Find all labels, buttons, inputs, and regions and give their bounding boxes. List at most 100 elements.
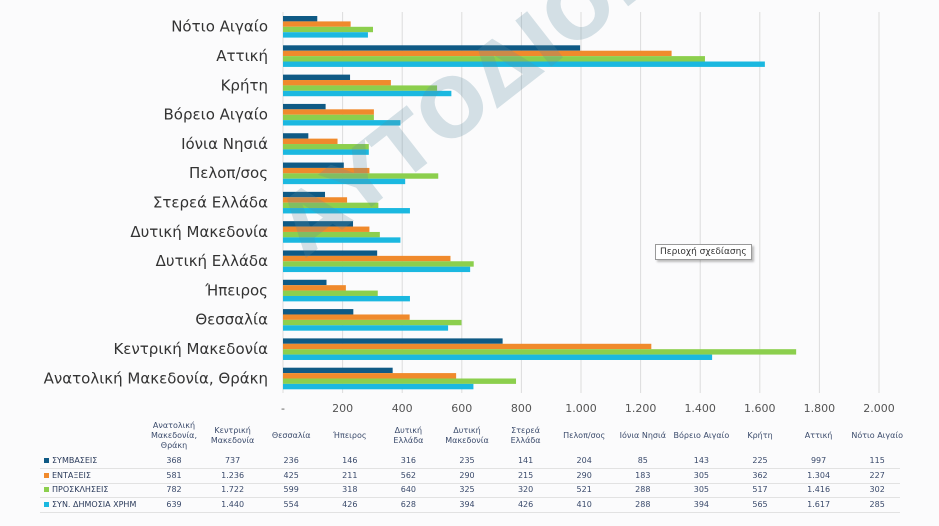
table-cell: 316 <box>400 456 417 465</box>
bar <box>283 85 438 91</box>
table-cell: 215 <box>517 470 534 480</box>
category-label: Ήπειρος <box>204 281 268 299</box>
table-cell: 565 <box>752 499 768 509</box>
table-row: ΕΝΤΑΞΕΙΣ 581 1.236 425 211 562 290 215 290 183 305… <box>40 469 900 484</box>
x-tick-label: 1.200 <box>625 402 657 415</box>
table-header: Νότιο Αιγαίο <box>851 431 903 440</box>
category-label: Νότιο Αιγαίο <box>171 18 268 36</box>
bar <box>283 202 379 209</box>
category-label: Στερεά Ελλάδα <box>153 194 268 212</box>
x-tick-label: 400 <box>392 402 413 415</box>
x-tick-label: 200 <box>332 402 353 415</box>
bar <box>283 21 351 27</box>
table-header: Στερεά Ελλάδα <box>510 426 541 445</box>
bar <box>283 90 452 97</box>
table-cell: 211 <box>342 470 358 480</box>
table-cell: 782 <box>166 485 182 494</box>
bar <box>283 250 378 256</box>
table-cell: 141 <box>517 456 534 465</box>
bar <box>283 144 369 150</box>
legend-label: ΕΝΤΑΞΕΙΣ <box>52 470 91 480</box>
bar <box>283 325 449 331</box>
category-label: Βόρειο Αιγαίο <box>164 106 268 124</box>
table-cell: 115 <box>869 456 885 465</box>
table-cell: 639 <box>166 499 182 509</box>
table-cell: 236 <box>283 456 299 465</box>
bar <box>283 191 326 198</box>
table-cell: 143 <box>693 456 710 465</box>
table-row: ΠΡΟΣΚΛΗΣΕΙΣ 782 1.722 599 318 640 325 320 521 288… <box>40 483 900 498</box>
bar <box>283 261 474 267</box>
legend-label: ΠΡΟΣΚΛΗΣΕΙΣ <box>52 485 109 494</box>
table-cell: 394 <box>693 499 710 509</box>
table-cell: 305 <box>693 485 710 494</box>
bar <box>283 50 672 57</box>
table-cell: 302 <box>869 485 885 494</box>
bar <box>283 309 354 315</box>
bar <box>283 343 652 350</box>
category-label: Δυτική Ελλάδα <box>156 252 268 270</box>
table-cell: 288 <box>635 499 651 509</box>
table-cell: 146 <box>342 456 358 465</box>
plot-area-tooltip: Περιοχή σχεδίασης <box>655 244 752 260</box>
x-tick-label: 1.800 <box>804 402 836 415</box>
category-label: Αττική <box>216 47 268 65</box>
bar <box>283 226 370 232</box>
table-cell: 517 <box>752 485 768 494</box>
bar <box>283 378 517 384</box>
table-header: Αττική <box>804 431 833 440</box>
table-cell: 628 <box>400 499 417 509</box>
table-cell: 394 <box>459 499 475 509</box>
table-cell: 1.304 <box>807 470 831 480</box>
table-header: Ιόνια Νησιά <box>619 431 666 440</box>
bar <box>283 338 503 344</box>
table-cell: 227 <box>869 470 885 480</box>
x-tick-label: 800 <box>511 402 532 415</box>
table-header: Κεντρική Μακεδονία <box>210 426 255 445</box>
table-header: Κρήτη <box>747 431 773 440</box>
bar <box>283 285 346 291</box>
bar <box>283 74 351 81</box>
table-header: Πελοπ/σος <box>563 431 606 440</box>
table-cell: 1.722 <box>221 485 245 494</box>
bar <box>283 80 391 86</box>
table-cell: 320 <box>517 485 534 494</box>
table-header: Δυτική Μακεδονία <box>445 426 489 445</box>
bar <box>283 279 327 286</box>
legend-swatch <box>44 501 49 507</box>
bar <box>283 32 368 38</box>
legend-swatch <box>44 487 49 492</box>
bar <box>283 231 380 238</box>
bar <box>283 349 797 355</box>
bar <box>283 208 410 214</box>
bar <box>283 167 370 174</box>
bar <box>283 314 410 320</box>
table-cell: 1.416 <box>807 485 831 494</box>
table-cell: 290 <box>459 470 475 480</box>
table-cell: 235 <box>459 456 475 465</box>
table-row: ΣΥΝ. ΔΗΜΟΣΙΑ ΧΡΗΜ 639 1.440 554 426 628 394 426… <box>40 498 900 513</box>
table-cell: 183 <box>635 470 651 480</box>
table-cell: 562 <box>400 470 417 480</box>
bar <box>283 109 374 115</box>
table-cell: 368 <box>166 456 182 465</box>
legend-label: ΣΥΝ. ΔΗΜΟΣΙΑ ΧΡΗΜ <box>52 499 137 509</box>
x-tick-label: 1.400 <box>684 402 716 415</box>
table-cell: 737 <box>224 456 241 465</box>
legend-entry: ΠΡΟΣΚΛΗΣΕΙΣ <box>44 485 108 494</box>
table-cell: 581 <box>166 470 182 480</box>
table-cell: 290 <box>576 470 592 480</box>
bar <box>283 221 354 227</box>
table-cell: 599 <box>283 485 299 494</box>
category-label: Δυτική Μακεδονία <box>130 223 268 241</box>
category-label: Ιόνια Νησιά <box>181 135 268 153</box>
table-cell: 426 <box>517 499 534 509</box>
table-cell: 1.440 <box>221 499 245 509</box>
bar <box>283 103 326 110</box>
legend-entry: ΕΝΤΑΞΕΙΣ <box>44 471 91 480</box>
table-cell: 288 <box>635 485 651 494</box>
table-cell: 1.617 <box>807 499 831 509</box>
category-label: Πελοπ/σος <box>189 164 268 182</box>
bar <box>283 138 338 145</box>
table-cell: 85 <box>637 456 648 465</box>
